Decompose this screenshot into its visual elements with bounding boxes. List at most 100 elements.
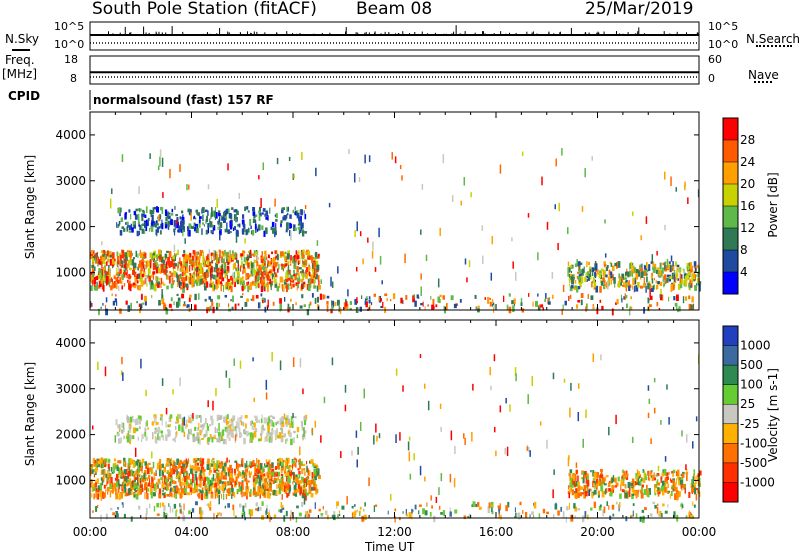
data-cell	[275, 255, 279, 259]
data-cell	[522, 509, 524, 515]
data-cell	[252, 280, 254, 285]
data-cell	[258, 212, 262, 217]
data-cell	[580, 299, 583, 306]
data-cell	[219, 281, 223, 285]
data-cell	[293, 274, 296, 277]
data-cell	[243, 226, 246, 232]
data-cell	[243, 491, 246, 497]
data-cell	[129, 482, 132, 489]
data-cell	[298, 228, 301, 235]
data-cell	[185, 275, 187, 281]
data-cell	[587, 261, 590, 266]
data-cell	[662, 503, 665, 507]
data-cell	[607, 482, 611, 488]
data-cell	[221, 216, 225, 221]
data-cell	[210, 482, 213, 485]
data-cell	[193, 271, 195, 275]
data-cell	[249, 491, 252, 497]
data-cell	[127, 479, 131, 484]
data-cell	[271, 221, 275, 228]
data-cell	[129, 275, 132, 278]
data-cell	[297, 284, 300, 289]
data-cell	[408, 451, 411, 462]
data-cell	[568, 267, 571, 273]
data-cell	[644, 474, 647, 481]
colorbar-segment	[723, 482, 738, 503]
data-cell	[134, 470, 137, 476]
data-cell	[611, 308, 614, 316]
data-cell	[637, 269, 641, 277]
data-cell	[280, 502, 283, 508]
data-cell	[153, 223, 156, 227]
data-cell	[100, 270, 102, 281]
data-cell	[145, 435, 148, 441]
data-cell	[580, 275, 583, 282]
data-cell	[179, 257, 181, 265]
colorbar-tick-label: 8	[740, 243, 748, 257]
data-cell	[286, 458, 289, 465]
data-cell	[258, 268, 260, 275]
data-cell	[577, 508, 580, 511]
data-cell	[639, 474, 642, 478]
data-cell	[580, 262, 583, 265]
data-cell	[202, 482, 206, 486]
freq-label: Freq.	[5, 53, 35, 67]
data-cell	[310, 486, 314, 491]
data-cell	[130, 302, 132, 310]
data-cell	[150, 226, 154, 232]
data-cell	[146, 260, 149, 267]
data-cell	[125, 300, 128, 305]
data-cell	[211, 482, 214, 488]
data-cell	[227, 488, 231, 494]
data-cell	[225, 438, 227, 445]
data-cell	[173, 301, 175, 306]
data-cell	[249, 463, 252, 467]
data-cell	[232, 264, 234, 270]
data-cell	[203, 476, 207, 483]
data-cell	[395, 368, 398, 376]
data-cell	[490, 385, 492, 391]
data-cell	[212, 225, 216, 231]
data-cell	[298, 216, 301, 222]
data-cell	[231, 207, 234, 210]
data-cell	[667, 491, 670, 495]
data-cell	[227, 259, 230, 265]
data-cell	[179, 471, 181, 476]
data-cell	[588, 489, 590, 496]
data-cell	[176, 221, 179, 229]
data-cell	[194, 279, 197, 284]
data-cell	[595, 285, 599, 293]
data-cell	[181, 210, 184, 214]
data-cell	[583, 484, 587, 491]
data-cell	[279, 486, 281, 493]
data-cell	[260, 436, 263, 441]
data-cell	[696, 478, 700, 481]
data-cell	[149, 252, 153, 259]
data-cell	[264, 298, 266, 303]
data-cell	[299, 358, 302, 368]
data-cell	[126, 250, 130, 253]
data-cell	[300, 420, 302, 427]
data-cell	[430, 495, 432, 501]
data-cell	[254, 251, 258, 257]
data-cell	[564, 300, 567, 306]
data-cell	[133, 482, 137, 488]
data-cell	[272, 422, 275, 428]
data-cell	[271, 266, 274, 269]
data-cell	[111, 471, 114, 474]
data-cell	[210, 230, 214, 234]
data-cell	[341, 505, 345, 510]
data-cell	[604, 280, 606, 286]
data-cell	[228, 212, 232, 219]
data-cell	[157, 428, 161, 431]
data-cell	[158, 226, 161, 229]
data-cell	[121, 481, 124, 487]
data-cell	[143, 267, 145, 272]
data-cell	[126, 271, 128, 279]
data-cell	[306, 461, 308, 465]
data-cell	[249, 218, 252, 226]
x-axis-title: Time UT	[365, 540, 415, 554]
data-cell	[185, 485, 188, 490]
data-cell	[546, 221, 549, 230]
data-cell	[491, 299, 494, 304]
